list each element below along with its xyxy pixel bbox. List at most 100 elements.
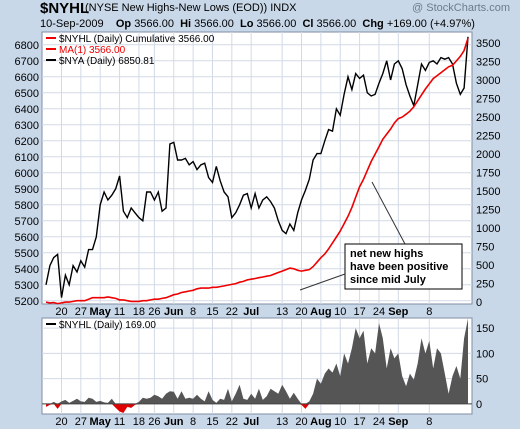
y-right-tick-label: 2750 bbox=[476, 94, 500, 106]
x-tick-label: Aug bbox=[310, 306, 331, 318]
x-tick-label: 20 bbox=[295, 306, 307, 318]
y-right-tick-label: 0 bbox=[476, 297, 482, 309]
annotation-text: have been positive bbox=[350, 261, 448, 273]
x-tick-label: 24 bbox=[373, 306, 385, 318]
close-label: Cl bbox=[302, 18, 314, 30]
y-left-tick-label: 5700 bbox=[15, 216, 39, 228]
y-left-tick-label: 5200 bbox=[15, 296, 39, 308]
x-tick-label: Jun bbox=[164, 306, 184, 318]
legend-entry: $NYA (Daily) 6850.81 bbox=[59, 56, 155, 67]
y-right-tick-label: 0 bbox=[476, 399, 482, 411]
x-tick-label: 27 bbox=[75, 306, 87, 318]
series-line-cumulative bbox=[45, 37, 469, 305]
annotation-arrow bbox=[371, 181, 406, 245]
x-tick-label: 10 bbox=[334, 306, 346, 318]
x-tick-label: 18 bbox=[133, 416, 145, 428]
x-tick-label: Jul bbox=[243, 306, 259, 318]
x-tick-label: 15 bbox=[206, 306, 218, 318]
y-left-tick-label: 5500 bbox=[15, 248, 39, 260]
close-value: 3566.00 bbox=[316, 18, 357, 30]
high-label: Hi bbox=[180, 18, 192, 30]
y-right-tick-label: 250 bbox=[476, 279, 494, 291]
x-tick-label: 22 bbox=[226, 416, 238, 428]
open-value: 3566.00 bbox=[134, 18, 174, 30]
y-left-tick-label: 6500 bbox=[15, 88, 39, 100]
y-left-tick-label: 6200 bbox=[15, 136, 39, 148]
x-tick-label: 18 bbox=[133, 306, 145, 318]
series-line-nya bbox=[45, 36, 469, 298]
legend-entry: $NYHL (Daily) 169.00 bbox=[59, 320, 156, 331]
change-value: +169.00 (+4.97%) bbox=[386, 18, 475, 30]
y-right-tick-label: 3500 bbox=[476, 38, 500, 50]
open-label: Op bbox=[115, 18, 132, 30]
x-tick-label: May bbox=[89, 416, 111, 428]
x-tick-label: 26 bbox=[148, 306, 160, 318]
annotation-text: since mid July bbox=[350, 274, 427, 286]
chart-header: $NYHL (NYSE New Highs-New Lows (EOD)) IN… bbox=[0, 0, 520, 32]
y-right-tick-label: 1250 bbox=[476, 205, 500, 217]
quote-line: 10-Sep-2009 Op 3566.00 Hi 3566.00 Lo 356… bbox=[40, 18, 475, 30]
legend-entry: $NYHL (Daily) Cumulative 3566.00 bbox=[59, 34, 215, 45]
y-left-tick-label: 5800 bbox=[15, 200, 39, 212]
x-tick-label: 27 bbox=[75, 416, 87, 428]
y-right-tick-label: 3000 bbox=[476, 75, 500, 87]
low-value: 3566.00 bbox=[256, 18, 297, 30]
legend-entry: MA(1) 3566.00 bbox=[59, 45, 126, 56]
x-tick-label: 17 bbox=[353, 416, 365, 428]
x-tick-label: 11 bbox=[114, 306, 125, 318]
x-tick-label: Sep bbox=[388, 306, 408, 318]
change-label: Chg bbox=[362, 18, 384, 30]
y-right-tick-label: 1500 bbox=[476, 186, 500, 198]
annotation-text: net new highs bbox=[350, 248, 423, 260]
y-left-tick-label: 6300 bbox=[15, 120, 39, 132]
y-left-tick-label: 5600 bbox=[15, 232, 39, 244]
copyright-link[interactable]: @ StockCharts.com bbox=[412, 2, 510, 14]
y-right-tick-label: 500 bbox=[476, 260, 494, 272]
y-left-tick-label: 5300 bbox=[15, 280, 39, 292]
y-left-tick-label: 6100 bbox=[15, 152, 39, 164]
x-tick-label: 17 bbox=[353, 306, 365, 318]
x-tick-label: 13 bbox=[276, 306, 288, 318]
y-left-tick-label: 5900 bbox=[15, 184, 39, 196]
x-tick-label: 15 bbox=[206, 416, 218, 428]
annotation-arrow bbox=[299, 273, 346, 291]
area-positive bbox=[46, 318, 468, 404]
x-tick-label: Sep bbox=[388, 416, 408, 428]
y-right-tick-label: 1750 bbox=[476, 168, 500, 180]
y-left-tick-label: 6400 bbox=[15, 104, 39, 116]
low-label: Lo bbox=[240, 18, 254, 30]
x-tick-label: 11 bbox=[114, 416, 125, 428]
y-right-tick-label: 50 bbox=[476, 374, 488, 386]
x-tick-label: 13 bbox=[276, 416, 288, 428]
y-left-tick-label: 6800 bbox=[15, 40, 39, 52]
y-right-tick-label: 2500 bbox=[476, 112, 500, 124]
y-right-tick-label: 3250 bbox=[476, 57, 500, 69]
y-left-tick-label: 6700 bbox=[15, 56, 39, 68]
x-tick-label: 20 bbox=[295, 416, 307, 428]
x-tick-label: Aug bbox=[310, 416, 331, 428]
symbol-title: $NYHL bbox=[40, 0, 90, 17]
quote-date: 10-Sep-2009 bbox=[40, 18, 104, 30]
x-tick-label: 20 bbox=[55, 306, 67, 318]
x-tick-label: Jun bbox=[164, 416, 184, 428]
x-tick-label: 8 bbox=[426, 416, 432, 428]
y-left-tick-label: 5400 bbox=[15, 264, 39, 276]
x-tick-label: 20 bbox=[55, 416, 67, 428]
high-value: 3566.00 bbox=[194, 18, 234, 30]
y-left-tick-label: 6000 bbox=[15, 168, 39, 180]
x-tick-label: 10 bbox=[334, 416, 346, 428]
y-left-tick-label: 6600 bbox=[15, 72, 39, 84]
x-tick-label: 8 bbox=[426, 306, 432, 318]
y-right-tick-label: 150 bbox=[476, 323, 494, 335]
x-tick-label: 8 bbox=[190, 416, 196, 428]
y-right-tick-label: 2250 bbox=[476, 131, 500, 143]
annotation-box bbox=[344, 243, 463, 290]
y-right-tick-label: 750 bbox=[476, 242, 494, 254]
x-tick-label: 22 bbox=[226, 306, 238, 318]
x-tick-label: Jul bbox=[243, 416, 259, 428]
y-right-tick-label: 100 bbox=[476, 348, 494, 360]
x-tick-label: May bbox=[89, 306, 111, 318]
x-tick-label: 26 bbox=[148, 416, 160, 428]
x-tick-label: 8 bbox=[190, 306, 196, 318]
